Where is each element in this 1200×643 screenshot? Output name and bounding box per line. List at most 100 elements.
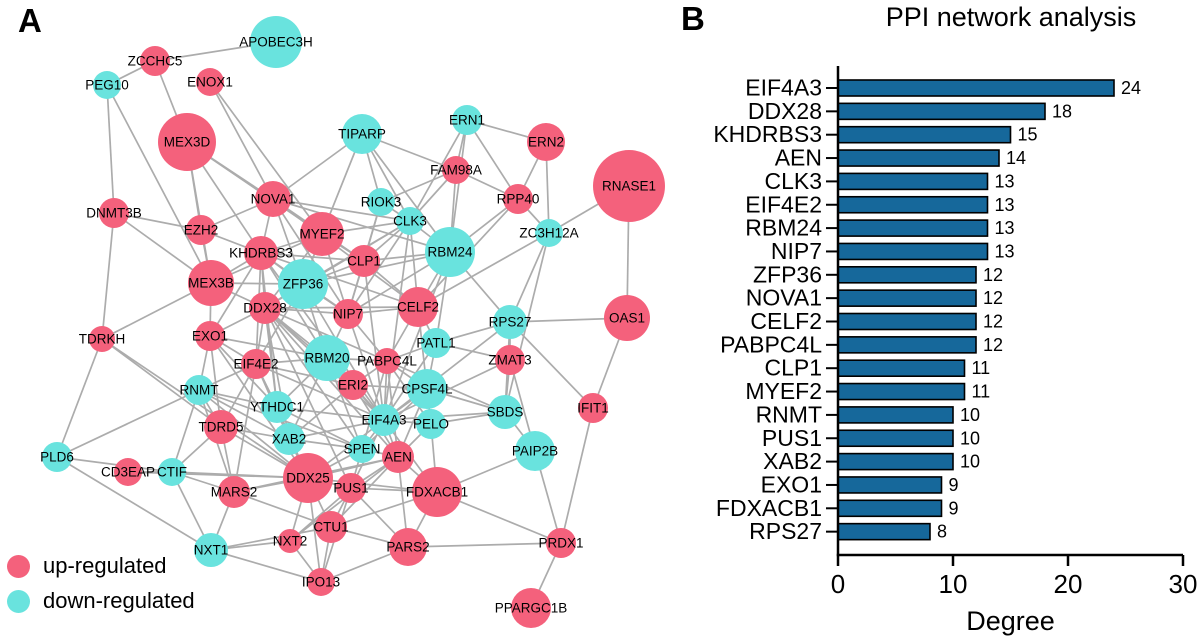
network-node-EIF4E2 bbox=[241, 349, 271, 379]
network-edge bbox=[56, 389, 200, 458]
category-label-NOVA1: NOVA1 bbox=[746, 285, 822, 311]
network-node-label-PUS1: PUS1 bbox=[333, 481, 368, 496]
network-node-label-MYEF2: MYEF2 bbox=[299, 227, 344, 242]
bar-EIF4E2 bbox=[837, 195, 989, 214]
network-edge bbox=[417, 232, 550, 308]
value-label-XAB2: 10 bbox=[960, 452, 980, 472]
network-node-label-NXT1: NXT1 bbox=[194, 543, 229, 558]
network-node-label-NOVA1: NOVA1 bbox=[251, 192, 296, 207]
network-node-label-OAS1: OAS1 bbox=[609, 311, 645, 326]
network-node-label-DNMT3B: DNMT3B bbox=[86, 206, 142, 221]
network-node-PPARGC1B bbox=[511, 588, 551, 628]
network-edge bbox=[56, 456, 212, 551]
value-label-AEN: 14 bbox=[1006, 148, 1026, 168]
network-node-CTIF bbox=[158, 458, 186, 486]
network-node-label-EXO1: EXO1 bbox=[192, 329, 228, 344]
network-node-label-PEG10: PEG10 bbox=[85, 78, 129, 93]
value-label-EIF4A3: 24 bbox=[1121, 78, 1141, 98]
network-node-label-CELF2: CELF2 bbox=[397, 300, 439, 315]
bar-AEN bbox=[837, 149, 1000, 167]
value-label-EXO1: 9 bbox=[949, 475, 959, 495]
up-regulated-swatch-icon bbox=[7, 554, 30, 578]
value-label-RBM24: 13 bbox=[995, 218, 1015, 238]
network-node-label-CLK3: CLK3 bbox=[393, 214, 427, 229]
x-tick-label-10: 10 bbox=[939, 569, 968, 599]
network-edge bbox=[466, 119, 519, 200]
down-regulated-swatch-icon bbox=[7, 589, 30, 613]
value-label-PABPC4L: 12 bbox=[983, 335, 1003, 355]
network-node-RNMT bbox=[184, 375, 214, 405]
network-node-label-SPEN: SPEN bbox=[344, 442, 381, 457]
category-label-PABPC4L: PABPC4L bbox=[720, 331, 822, 357]
bar-CLP1 bbox=[837, 359, 966, 378]
value-label-EIF4E2: 13 bbox=[995, 195, 1015, 215]
network-node-DDX25 bbox=[283, 453, 333, 503]
category-label-XAB2: XAB2 bbox=[763, 448, 822, 474]
network-edge bbox=[363, 260, 385, 421]
network-node-label-CPSF4L: CPSF4L bbox=[401, 382, 453, 397]
network-edge bbox=[504, 232, 550, 413]
value-label-NIP7: 13 bbox=[995, 241, 1015, 261]
network-node-ZMAT3 bbox=[495, 345, 525, 375]
network-node-KHDRBS3 bbox=[244, 236, 278, 270]
network-node-DDX28 bbox=[249, 292, 281, 324]
bar-NOVA1 bbox=[837, 289, 977, 307]
network-node-label-MEX3B: MEX3B bbox=[188, 276, 234, 291]
network-edge bbox=[210, 549, 322, 583]
value-label-MYEF2: 11 bbox=[972, 382, 991, 402]
value-label-FDXACB1: 9 bbox=[949, 498, 959, 518]
value-label-RNMT: 10 bbox=[960, 405, 980, 425]
category-label-NIP7: NIP7 bbox=[771, 238, 822, 264]
network-edge bbox=[272, 198, 411, 222]
network-node-NXT1 bbox=[194, 533, 228, 567]
network-node-label-MEX3D: MEX3D bbox=[164, 135, 211, 150]
network-node-IFIT1 bbox=[578, 393, 608, 423]
network-node-PABPC4L bbox=[374, 348, 400, 374]
network-node-labels: APOBEC3H ZCCHC5 PEG10 ENOX1 MEX3D TIPARP ERN1 E… bbox=[40, 35, 656, 616]
network-edge bbox=[56, 456, 173, 473]
network-edge bbox=[272, 198, 451, 253]
network-node-ZFP36 bbox=[278, 259, 328, 309]
category-label-RNMT: RNMT bbox=[756, 401, 822, 427]
category-label-CLK3: CLK3 bbox=[764, 168, 822, 194]
network-node-label-NXT2: NXT2 bbox=[273, 534, 308, 549]
network-node-label-PLD6: PLD6 bbox=[40, 450, 74, 465]
network-node-XAB2 bbox=[273, 423, 305, 455]
network-node-FAM98A bbox=[442, 156, 470, 184]
category-label-FDXACB1: FDXACB1 bbox=[716, 495, 822, 521]
ppi-network: APOBEC3H ZCCHC5 PEG10 ENOX1 MEX3D TIPARP ERN1 E… bbox=[40, 16, 665, 628]
network-node-PATL1 bbox=[421, 328, 451, 358]
network-edge bbox=[288, 419, 385, 440]
network-node-label-RPP40: RPP40 bbox=[497, 192, 540, 207]
network-node-label-ZMAT3: ZMAT3 bbox=[488, 353, 531, 368]
category-label-EXO1: EXO1 bbox=[761, 471, 822, 497]
network-node-EXO1 bbox=[195, 321, 225, 351]
network-node-PUS1 bbox=[336, 473, 366, 503]
network-node-label-ZCCHC5: ZCCHC5 bbox=[128, 54, 183, 69]
network-node-TDRD5 bbox=[204, 410, 238, 444]
network-edge bbox=[260, 252, 419, 308]
network-node-CPSF4L bbox=[407, 369, 447, 409]
value-label-NOVA1: 12 bbox=[983, 288, 1003, 308]
bar-RBM24 bbox=[837, 219, 989, 237]
network-node-CELF2 bbox=[398, 287, 438, 327]
bar-CELF2 bbox=[837, 312, 977, 331]
network-node-label-SBDS: SBDS bbox=[487, 405, 524, 420]
network-node-label-EZH2: EZH2 bbox=[184, 223, 219, 238]
network-node-APOBEC3H bbox=[250, 16, 302, 68]
network-node-PLD6 bbox=[42, 442, 72, 472]
network-legend: up-regulated down-regulated bbox=[7, 553, 307, 623]
network-edge bbox=[272, 198, 419, 308]
value-label-KHDRBS3: 15 bbox=[1018, 125, 1038, 145]
category-label-DDX28: DDX28 bbox=[748, 98, 822, 124]
network-node-label-DDX25: DDX25 bbox=[286, 471, 330, 486]
legend-item-down: down-regulated bbox=[7, 588, 307, 614]
network-edge bbox=[101, 338, 222, 428]
network-node-MEX3B bbox=[188, 260, 234, 306]
network-edge bbox=[407, 542, 562, 548]
network-node-FDXACB1 bbox=[412, 467, 462, 517]
network-edge bbox=[106, 84, 212, 284]
network-node-label-YTHDC1: YTHDC1 bbox=[250, 400, 304, 415]
network-node-NXT2 bbox=[278, 529, 302, 553]
